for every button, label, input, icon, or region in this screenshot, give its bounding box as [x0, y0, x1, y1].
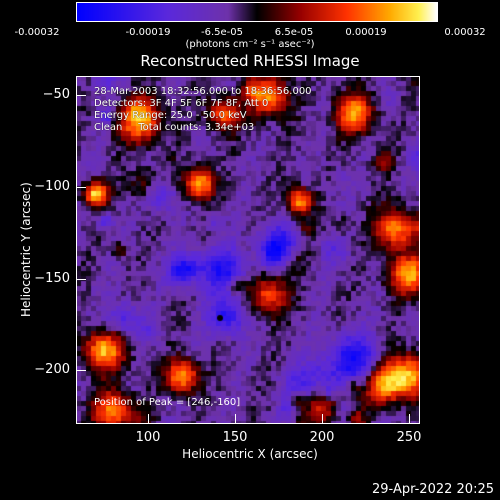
datestamp: 29-Apr-2022 20:25: [372, 482, 494, 497]
x-tick-label: 250: [396, 430, 422, 445]
colorbar-tick-label: 0.00019: [345, 27, 387, 38]
colorbar-units: (photons cm⁻² s⁻¹ asec⁻²): [185, 39, 315, 50]
x-tickmark: [235, 414, 236, 424]
colorbar: [76, 2, 438, 22]
colorbar-tick-label: -0.00032: [14, 27, 60, 38]
colorbar-tick-label: -0.00019: [125, 27, 171, 38]
y-tickmark: [76, 370, 86, 371]
colorbar-tick-label: -6.5e-05: [201, 27, 243, 38]
y-tickmark: [76, 95, 86, 96]
time-range-text: 28-Mar-2003 18:32:56.000 to 18:36:56.000: [94, 86, 312, 97]
detectors-text: Detectors: 3F 4F 5F 6F 7F 8F, Att 0: [94, 98, 269, 109]
x-axis-label: Heliocentric X (arcsec): [182, 447, 318, 461]
y-tickmark: [76, 279, 86, 280]
y-axis-label: Heliocentric Y (arcsec): [19, 182, 33, 317]
peak-position-text: Position of Peak = [246,-160]: [94, 397, 241, 408]
rhessi-image[interactable]: [76, 76, 420, 424]
y-tickmark: [76, 187, 86, 188]
colorbar-tick-label: 6.5e-05: [274, 27, 314, 38]
x-tick-label: 100: [135, 430, 161, 445]
x-tickmark: [148, 414, 149, 424]
x-tick-label: 150: [222, 430, 248, 445]
y-tick-label: −100: [34, 179, 70, 194]
y-tick-label: −50: [42, 87, 70, 102]
x-tickmark: [409, 414, 410, 424]
x-tick-label: 200: [309, 430, 335, 445]
y-tick-label: −200: [34, 362, 70, 377]
y-tick-label: −150: [34, 271, 70, 286]
energy-range-text: Energy Range: 25.0 - 50.0 keV: [94, 110, 247, 121]
x-tickmark: [322, 414, 323, 424]
colorbar-tick-label: 0.00032: [444, 27, 486, 38]
plot-title: Reconstructed RHESSI Image: [140, 52, 360, 70]
clean-counts-text: Clean Total counts: 3.34e+03: [94, 122, 255, 133]
